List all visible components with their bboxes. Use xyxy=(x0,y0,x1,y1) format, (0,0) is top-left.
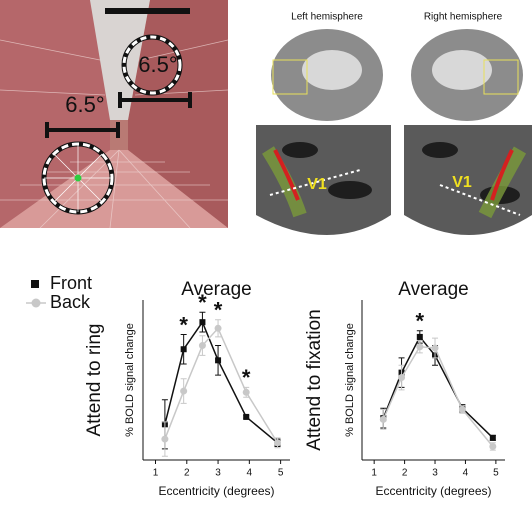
x-tick-label: 4 xyxy=(463,468,469,479)
ring-size-label: 6.5° xyxy=(65,92,104,117)
data-point xyxy=(432,345,439,352)
significance-marker: * xyxy=(214,298,223,323)
v1-label: V1 xyxy=(452,174,472,191)
chart-title: Average xyxy=(398,279,468,300)
data-point xyxy=(199,319,205,325)
row-label: Attend to fixation xyxy=(304,309,325,451)
series-line xyxy=(165,322,278,443)
brain-images: Left hemisphere Right hemisphere V1 V1 xyxy=(256,12,532,235)
data-point xyxy=(417,334,423,340)
x-tick-label: 1 xyxy=(153,468,159,479)
v1-label: V1 xyxy=(307,176,327,193)
x-tick-label: 3 xyxy=(215,468,221,479)
corridor-image: 6.5° 6.5° xyxy=(0,0,228,228)
y-axis-label: % BOLD signal change xyxy=(124,323,136,437)
row-label: Attend to ring xyxy=(84,323,105,436)
data-point xyxy=(215,325,222,332)
data-point xyxy=(489,443,496,450)
x-tick-label: 4 xyxy=(247,468,253,479)
data-point xyxy=(380,416,387,423)
figure: 6.5° 6.5° Left hemisphere Right hemisphe… xyxy=(0,0,532,506)
x-tick-label: 5 xyxy=(278,468,284,479)
data-point xyxy=(490,435,496,441)
x-axis-label: Eccentricity (degrees) xyxy=(375,484,491,498)
significance-marker: * xyxy=(198,290,207,315)
significance-marker: * xyxy=(416,309,425,334)
x-tick-label: 3 xyxy=(432,468,438,479)
x-tick-label: 5 xyxy=(493,468,499,479)
data-point xyxy=(459,406,466,413)
data-point xyxy=(416,343,423,350)
significance-marker: * xyxy=(179,312,188,337)
ring-size-label: 6.5° xyxy=(138,52,177,77)
legend-label: Back xyxy=(50,292,91,312)
data-point xyxy=(180,388,187,395)
legend-marker xyxy=(31,280,39,288)
x-tick-label: 2 xyxy=(402,468,408,479)
legend-label: Front xyxy=(50,273,92,293)
series-line xyxy=(165,328,278,442)
data-point xyxy=(181,346,187,352)
hemisphere-label: Left hemisphere xyxy=(291,12,363,23)
x-axis-label: Eccentricity (degrees) xyxy=(158,484,274,498)
y-axis-label: % BOLD signal change xyxy=(344,323,356,437)
data-point xyxy=(243,414,249,420)
data-point xyxy=(161,436,168,443)
data-point xyxy=(274,439,281,446)
x-tick-label: 1 xyxy=(371,468,377,479)
x-tick-label: 2 xyxy=(184,468,190,479)
legend-marker xyxy=(32,299,41,308)
data-point xyxy=(215,357,221,363)
data-point xyxy=(398,374,405,381)
hemisphere-label: Right hemisphere xyxy=(424,12,503,23)
significance-marker: * xyxy=(242,365,251,390)
data-point xyxy=(199,342,206,349)
